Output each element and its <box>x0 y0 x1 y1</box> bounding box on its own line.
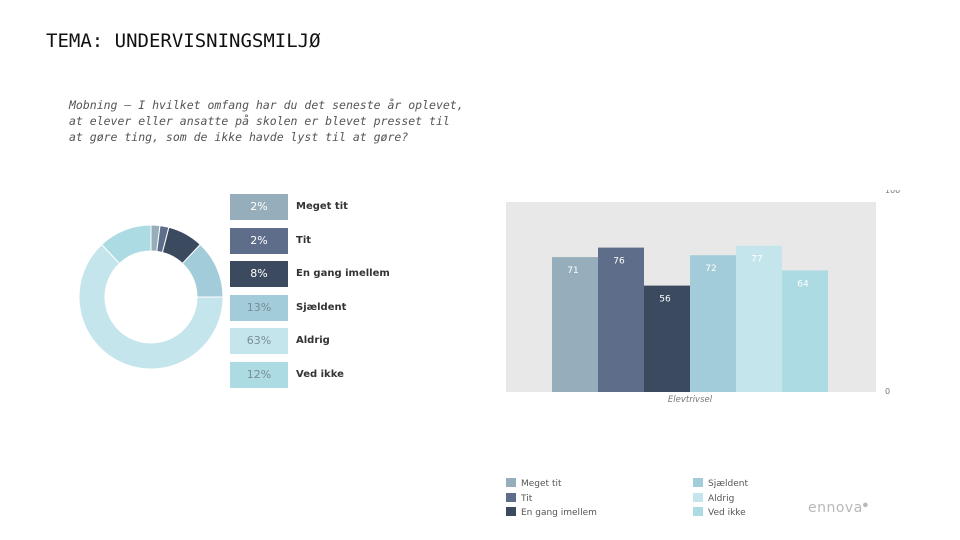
legend-value-sjaeldent: 13% <box>230 294 288 321</box>
survey-question: Mobning – I hvilket omfang har du det se… <box>69 98 464 144</box>
legend-value-tit: 2% <box>230 227 288 254</box>
legend-text: Aldrig <box>708 493 735 504</box>
legend-value-ved-ikke: 12% <box>230 361 288 388</box>
bar-value-label-en-gang-imellem: 56 <box>659 295 671 305</box>
bar-value-label-meget-tit: 71 <box>567 266 578 276</box>
legend-text: Meget tit <box>521 479 562 489</box>
bar-legend-item-meget-tit: Meget tit <box>506 478 562 489</box>
legend-swatch <box>506 507 516 516</box>
legend-row-ved-ikke: 12% Ved ikke <box>230 361 430 388</box>
legend-text: En gang imellem <box>521 508 597 518</box>
legend-swatch <box>506 492 516 502</box>
bar-value-label-sjaeldent: 72 <box>705 264 716 274</box>
slide-title: TEMA: UNDERVISNINGSMILJØ <box>46 30 321 52</box>
bar-value-label-ved-ikke: 64 <box>797 279 809 289</box>
bar-ved-ikke <box>782 270 828 392</box>
bar-chart-legend: Meget tit Tit En gang imellem Sjældent Aldri… <box>506 478 766 522</box>
legend-label-ved-ikke: Ved ikke <box>296 368 344 380</box>
bar-legend-item-aldrig: Aldrig <box>693 492 735 504</box>
legend-label-sjaeldent: Sjældent <box>296 301 347 313</box>
bar-value-label-aldrig: 77 <box>751 255 762 265</box>
legend-row-en-gang-imellem: 8% En gang imellem <box>230 261 430 287</box>
legend-text: Sjældent <box>708 479 749 489</box>
legend-text: Tit <box>521 493 533 504</box>
legend-label-tit: Tit <box>296 234 312 246</box>
legend-value-aldrig: 63% <box>230 328 288 354</box>
legend-text: Ved ikke <box>708 508 746 518</box>
y-tick-label: 0 <box>885 387 890 396</box>
donut-chart <box>78 224 224 370</box>
bar-value-label-tit: 76 <box>613 257 625 267</box>
legend-row-tit: 2% Tit <box>230 227 430 254</box>
ennova-logo: ennova● <box>808 500 869 516</box>
bar-legend-item-ved-ikke: Ved ikke <box>693 507 746 518</box>
legend-label-aldrig: Aldrig <box>296 335 330 346</box>
legend-value-en-gang-imellem: 8% <box>230 261 288 287</box>
legend-row-aldrig: 63% Aldrig <box>230 328 430 354</box>
legend-row-sjaeldent: 13% Sjældent <box>230 294 430 321</box>
legend-swatch <box>506 478 516 487</box>
bar-sjaeldent <box>690 255 736 392</box>
legend-swatch <box>693 478 703 487</box>
legend-swatch <box>693 507 703 516</box>
logo-text: ennova <box>808 500 863 516</box>
bar-legend-item-tit: Tit <box>506 492 533 504</box>
bar-en-gang-imellem <box>644 285 690 392</box>
legend-label-meget-tit: Meget tit <box>296 201 348 212</box>
bar-chart: 71 76 56 72 77 64 100 0 Elevtrivsel <box>506 190 900 405</box>
y-tick-label: 100 <box>885 190 900 195</box>
legend-row-meget-tit: 2% Meget tit <box>230 194 430 220</box>
bar-legend-item-sjaeldent: Sjældent <box>693 478 748 489</box>
bar-meget-tit <box>552 257 598 392</box>
x-axis-label: Elevtrivsel <box>668 395 713 405</box>
bar-legend-item-en-gang-imellem: En gang imellem <box>506 507 597 518</box>
bar-aldrig <box>736 245 782 392</box>
legend-swatch <box>693 492 703 502</box>
bar-tit <box>598 247 644 392</box>
legend-label-en-gang-imellem: En gang imellem <box>296 268 390 279</box>
donut-slice-aldrig <box>78 243 224 370</box>
legend-value-meget-tit: 2% <box>230 194 288 220</box>
donut-slice-ved-ikke <box>101 224 152 265</box>
